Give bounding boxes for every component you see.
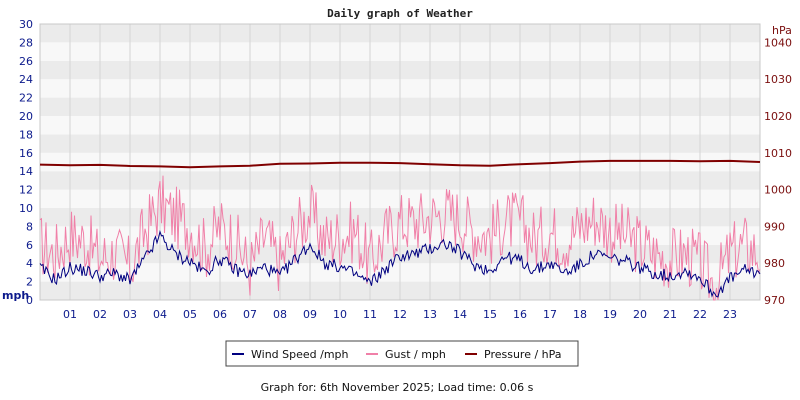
chart-title: Daily graph of Weather <box>327 7 473 20</box>
right-tick-label: 990 <box>764 220 785 233</box>
right-tick-label: 1030 <box>764 73 792 86</box>
x-tick-label: 04 <box>153 308 167 321</box>
right-tick-label: 970 <box>764 294 785 307</box>
left-tick-label: 24 <box>19 73 33 86</box>
x-tick-label: 10 <box>333 308 347 321</box>
right-tick-label: 1010 <box>764 147 792 160</box>
left-tick-label: 26 <box>19 55 33 68</box>
gust-line <box>39 175 761 301</box>
legend-label-wind-speed: Wind Speed /mph <box>251 348 349 361</box>
left-tick-label: 28 <box>19 36 33 49</box>
right-tick-label: 1040 <box>764 36 792 49</box>
x-tick-label: 17 <box>543 308 557 321</box>
series-layer <box>39 159 761 301</box>
wind-speed-line <box>39 229 761 298</box>
left-tick-label: 22 <box>19 92 33 105</box>
right-tick-label: 1020 <box>764 110 792 123</box>
x-tick-label: 22 <box>693 308 707 321</box>
vertical-gridlines <box>69 24 731 300</box>
x-tick-label: 06 <box>213 308 227 321</box>
left-tick-label: 2 <box>26 276 33 289</box>
x-tick-label: 14 <box>453 308 467 321</box>
x-tick-label: 21 <box>663 308 677 321</box>
right-axis-ticks: 970 980 990 1000 1010 1020 1030 1040 <box>764 36 792 307</box>
left-tick-label: 8 <box>26 220 33 233</box>
left-tick-label: 6 <box>26 239 33 252</box>
x-tick-label: 23 <box>723 308 737 321</box>
x-tick-label: 09 <box>303 308 317 321</box>
legend-label-pressure: Pressure / hPa <box>484 348 562 361</box>
legend: Wind Speed /mph Gust / mph Pressure / hP… <box>225 340 579 367</box>
footer-info: Graph for: 6th November 2025; Load time:… <box>261 381 534 394</box>
right-tick-label: 1000 <box>764 184 792 197</box>
x-tick-label: 20 <box>633 308 647 321</box>
left-tick-label: 4 <box>26 257 33 270</box>
left-tick-label: 30 <box>19 18 33 31</box>
x-tick-label: 11 <box>363 308 377 321</box>
left-axis-unit: mph <box>2 289 29 302</box>
x-tick-label: 02 <box>93 308 107 321</box>
x-axis-ticks: 01 02 03 04 05 06 07 08 09 10 11 12 13 14 15 16 17 18 19 20… <box>63 308 737 321</box>
left-tick-label: 12 <box>19 184 33 197</box>
left-tick-label: 16 <box>19 147 33 160</box>
left-tick-label: 14 <box>19 165 33 178</box>
left-tick-label: 10 <box>19 202 33 215</box>
right-axis-unit: hPa <box>772 24 792 37</box>
x-tick-label: 19 <box>603 308 617 321</box>
x-tick-label: 12 <box>393 308 407 321</box>
right-tick-label: 980 <box>764 257 785 270</box>
left-tick-label: 20 <box>19 110 33 123</box>
x-tick-label: 03 <box>123 308 137 321</box>
x-tick-label: 16 <box>513 308 527 321</box>
x-tick-label: 15 <box>483 308 497 321</box>
left-tick-label: 0 <box>26 294 33 307</box>
legend-box <box>225 340 579 367</box>
x-tick-label: 13 <box>423 308 437 321</box>
x-tick-label: 05 <box>183 308 197 321</box>
legend-label-gust: Gust / mph <box>385 348 446 361</box>
x-tick-label: 08 <box>273 308 287 321</box>
x-tick-label: 07 <box>243 308 257 321</box>
pressure-line <box>39 159 761 169</box>
x-tick-label: 18 <box>573 308 587 321</box>
x-tick-label: 01 <box>63 308 77 321</box>
left-tick-label: 18 <box>19 128 33 141</box>
